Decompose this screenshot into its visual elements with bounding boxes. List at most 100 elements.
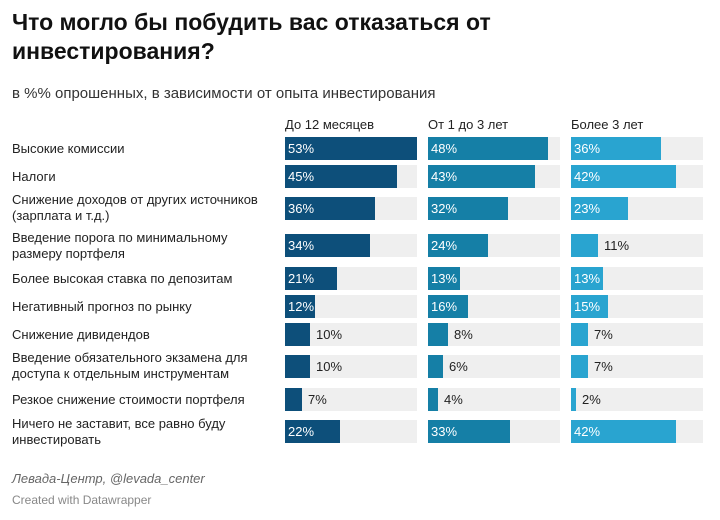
category-label: Налоги (12, 169, 56, 184)
bar-track: 13% (571, 266, 703, 290)
chart-title: Что могло бы побудить вас отказаться от … (12, 9, 491, 64)
category-label: Более высокая ставка по депозитам (12, 271, 233, 286)
value-label: 8% (454, 326, 473, 342)
value-label: 42% (574, 423, 601, 439)
category-label: Ничего не заставит, все равно буду инвес… (12, 416, 226, 447)
bar (428, 164, 535, 188)
bar (571, 294, 608, 318)
column-header-0: До 12 месяцев (285, 117, 375, 132)
bar-track: 2% (571, 387, 703, 411)
value-label: 2% (582, 391, 601, 407)
category-label: Негативный прогноз по рынку (12, 299, 192, 314)
value-label: 48% (431, 140, 458, 156)
value-label: 32% (431, 200, 458, 216)
bar-track: 12% (285, 294, 417, 318)
bar (571, 354, 588, 378)
value-label: 7% (594, 358, 613, 374)
category-label: Снижение доходов от других источников (з… (12, 192, 258, 223)
chart-subtitle: в %% опрошенных, в зависимости от опыта … (12, 85, 436, 102)
category-label: Резкое снижение стоимости портфеля (12, 392, 245, 407)
bar (428, 266, 460, 290)
value-label: 36% (574, 140, 601, 156)
value-label: 21% (288, 270, 315, 286)
bar (428, 419, 510, 443)
bar (428, 196, 508, 220)
bar (285, 387, 302, 411)
bar-track: 48% (428, 136, 560, 160)
column-header-2: Более 3 лет (571, 117, 644, 132)
bar (285, 136, 417, 160)
value-label: 7% (308, 391, 327, 407)
bar-track: 42% (571, 164, 703, 188)
value-label: 43% (431, 168, 458, 184)
category-label: Высокие комиссии (12, 141, 125, 156)
source-note: Левада-Центр, @levada_center (12, 471, 205, 486)
bar-track: 21% (285, 266, 417, 290)
value-label: 24% (431, 237, 458, 253)
bar (285, 294, 315, 318)
bar (571, 322, 588, 346)
value-label: 42% (574, 168, 601, 184)
bar-track: 11% (571, 233, 703, 257)
bar-track: 7% (571, 322, 703, 346)
bar (571, 419, 676, 443)
value-label: 45% (288, 168, 315, 184)
bar-track: 7% (571, 354, 703, 378)
bar-track: 15% (571, 294, 703, 318)
bar-track: 10% (285, 322, 417, 346)
bar-track: 8% (428, 322, 560, 346)
bar (285, 196, 375, 220)
category-label: Введение порога по минимальному размеру … (12, 230, 228, 261)
value-label: 34% (288, 237, 315, 253)
bar (428, 136, 548, 160)
bar (428, 233, 488, 257)
value-label: 6% (449, 358, 468, 374)
value-label: 53% (288, 140, 315, 156)
bar-track: 24% (428, 233, 560, 257)
value-label: 12% (288, 298, 315, 314)
bar (285, 266, 337, 290)
bar-track: 34% (285, 233, 417, 257)
bar (571, 387, 576, 411)
bar-track: 36% (285, 196, 417, 220)
bar (571, 196, 628, 220)
bar-track: 23% (571, 196, 703, 220)
bar-track: 45% (285, 164, 417, 188)
bar-track: 33% (428, 419, 560, 443)
value-label: 13% (431, 270, 458, 286)
bar-track: 10% (285, 354, 417, 378)
bar (285, 419, 340, 443)
value-label: 11% (604, 237, 630, 253)
value-label: 16% (431, 298, 458, 314)
bar (428, 294, 468, 318)
value-label: 15% (574, 298, 601, 314)
bar (571, 164, 676, 188)
bar (428, 387, 438, 411)
value-label: 4% (444, 391, 463, 407)
bar-track: 13% (428, 266, 560, 290)
bar-track: 42% (571, 419, 703, 443)
bar (428, 322, 448, 346)
bar-track: 22% (285, 419, 417, 443)
value-label: 22% (288, 423, 315, 439)
bar (285, 233, 370, 257)
bar (428, 354, 443, 378)
bar-track: 4% (428, 387, 560, 411)
bar-track: 36% (571, 136, 703, 160)
value-label: 13% (574, 270, 601, 286)
value-label: 7% (594, 326, 613, 342)
bar-track: 53% (285, 136, 417, 160)
value-label: 10% (316, 358, 343, 374)
column-header-1: От 1 до 3 лет (428, 117, 509, 132)
bar-track: 16% (428, 294, 560, 318)
value-label: 23% (574, 200, 601, 216)
category-label: Введение обязательного экзамена для дост… (12, 350, 248, 381)
category-label: Снижение дивидендов (12, 327, 150, 342)
value-label: 33% (431, 423, 458, 439)
bar (571, 266, 603, 290)
value-label: 10% (316, 326, 343, 342)
bar-track: 43% (428, 164, 560, 188)
credit-note: Created with Datawrapper (12, 493, 152, 507)
bar (571, 136, 661, 160)
value-label: 36% (288, 200, 315, 216)
